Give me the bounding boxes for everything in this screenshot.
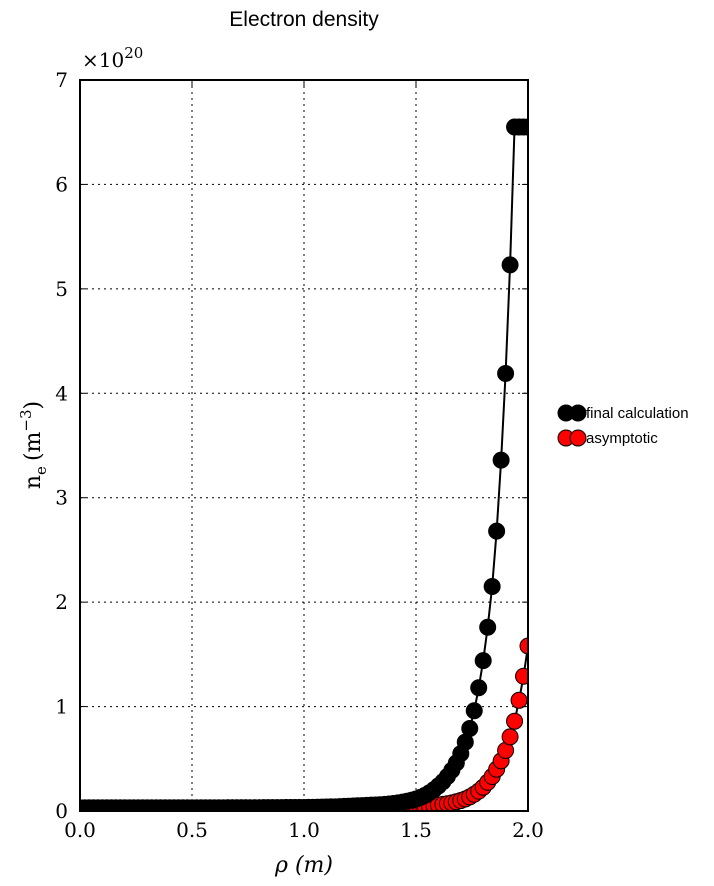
legend-item: final calculation [557,404,689,422]
y-tick-labels: 0 1 2 3 4 5 6 7 [55,68,68,823]
data-point [519,637,528,655]
legend: final calculation asymptotic [557,404,689,447]
data-point [488,522,506,540]
y-tick-label: 6 [55,172,68,196]
legend-marker [569,404,587,422]
y-scale-prefix: ×10 [82,48,124,72]
series-layer [80,118,528,811]
data-point [470,679,488,697]
y-tick-label: 2 [55,590,68,614]
data-point [510,691,528,709]
axis-ticks [79,79,529,812]
y-tick-label: 1 [55,695,68,719]
x-axis-label: ρ (m) [274,853,333,878]
legend-label: asymptotic [586,430,658,447]
y-label-main: n [21,475,46,489]
y-tick-label: 4 [55,381,68,405]
data-point [483,577,501,595]
data-point [461,720,479,738]
x-tick-label: 1.5 [400,818,432,842]
legend-label: final calculation [586,405,689,422]
data-point [519,118,528,136]
data-point [501,728,519,746]
x-tick-labels: 0.0 0.5 1.0 1.5 2.0 [64,818,544,842]
data-point [465,702,483,720]
y-scale-factor: ×1020 [82,44,143,72]
data-point [479,618,497,636]
x-tick-label: 0.5 [176,818,208,842]
y-axis-label: ne (m−3) [17,401,50,489]
series-final-calculation [80,118,528,811]
x-tick-label: 2.0 [512,818,544,842]
y-tick-label: 7 [55,68,68,92]
data-point [501,256,519,274]
data-point [515,667,528,685]
x-tick-label: 1.0 [288,818,320,842]
legend-item: asymptotic [557,429,658,447]
y-label-units: (m [21,431,46,461]
chart-title: Electron density [229,8,379,31]
y-label-exponent: −3 [17,409,35,431]
y-scale-exponent: 20 [124,44,143,62]
y-tick-label: 3 [55,486,68,510]
data-point [474,652,492,670]
y-tick-label: 0 [55,799,68,823]
x-tick-label: 0.0 [64,818,96,842]
legend-marker [569,429,587,447]
y-tick-label: 5 [55,277,68,301]
data-point [492,451,510,469]
data-point [506,712,524,730]
grid [80,80,528,811]
y-label-close: ) [21,401,46,410]
y-label-sub: e [32,466,50,475]
data-point [497,364,515,382]
